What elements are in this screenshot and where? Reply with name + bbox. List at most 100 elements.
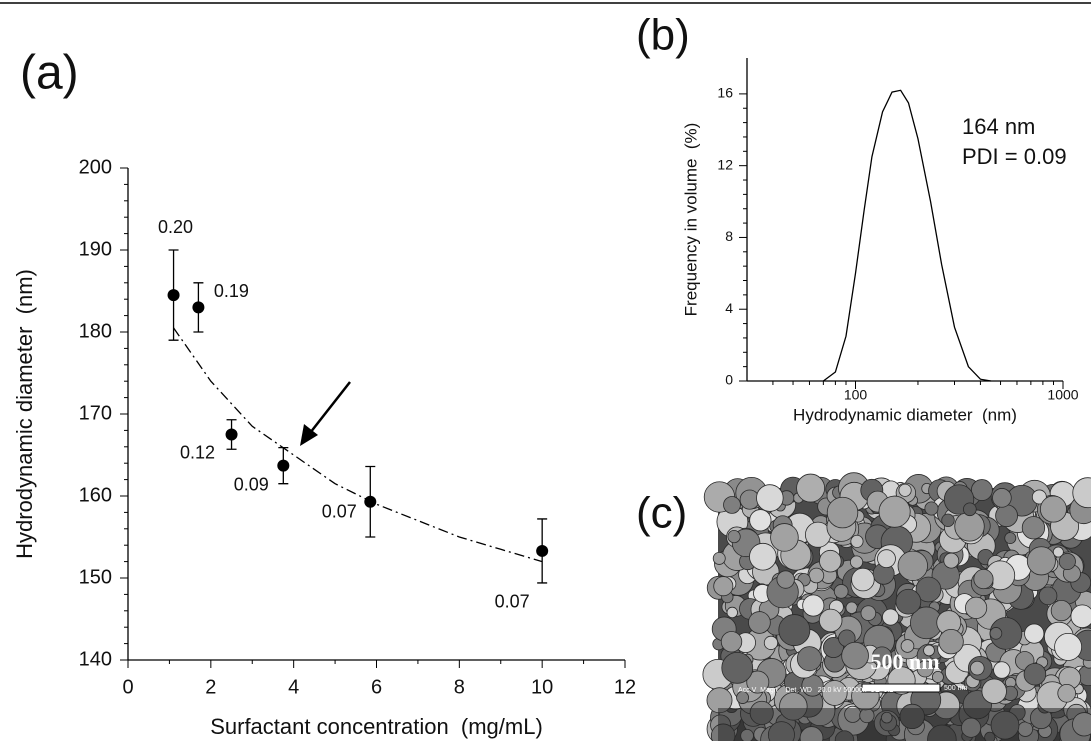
particle (1039, 587, 1057, 605)
annotation: 164 nm (962, 114, 1035, 139)
x-tick-label: 10 (531, 676, 553, 698)
particle (942, 514, 955, 527)
particle (842, 642, 869, 669)
y-tick-label: 200 (79, 156, 112, 178)
particle (851, 535, 863, 547)
particle (777, 571, 794, 588)
data-point (192, 301, 204, 313)
sem-image: 500 nm Acc.V Magn Det WD 20.0 kV 50000x S… (703, 473, 1091, 741)
x-tick-label: 8 (454, 676, 465, 698)
particle (750, 510, 771, 531)
particle (878, 550, 896, 568)
panel-label: (a) (20, 47, 79, 100)
data-point (364, 496, 376, 508)
particle (971, 480, 992, 501)
particle (974, 569, 993, 588)
x-tick-label: 4 (288, 676, 299, 698)
particle (861, 606, 876, 621)
x-tick-label: 100 (844, 387, 868, 403)
y-tick-label: 0 (725, 372, 733, 388)
particle (1055, 633, 1082, 660)
particle (879, 496, 910, 527)
data-point (536, 545, 548, 557)
x-tick-label: 2 (205, 676, 216, 698)
particle (1024, 663, 1046, 685)
sem-bar-caption: 500 nm (944, 685, 968, 692)
particle (764, 636, 777, 649)
x-tick-label: 0 (122, 676, 133, 698)
particle (963, 503, 976, 516)
particle (846, 602, 857, 613)
y-tick-label: 8 (725, 228, 733, 244)
particle (1059, 553, 1075, 569)
x-axis-label: Surfactant concentration (mg/mL) (210, 714, 543, 739)
particle (1022, 517, 1044, 539)
particle (896, 589, 921, 614)
x-tick-label: 1000 (1047, 387, 1078, 403)
particle (852, 568, 875, 591)
particle (819, 550, 841, 572)
y-tick-label: 180 (79, 320, 112, 342)
particle (779, 615, 810, 646)
point-label: 0.19 (214, 281, 249, 301)
particle (994, 662, 1010, 678)
figure: (a) (b) (c) 500 nm Acc.V Magn Det WD 20.0… (0, 0, 1091, 741)
particle (882, 609, 898, 625)
sem-info: Acc.V Magn Det WD 20.0 kV 50000x SE 3.2 (738, 687, 893, 694)
y-axis-label: Frequency in volume (%) (681, 123, 700, 317)
particle (1071, 605, 1091, 628)
fit-curve (174, 328, 543, 562)
arrow (310, 382, 350, 433)
particle (1058, 684, 1076, 702)
particle (819, 609, 842, 632)
data-point (168, 289, 180, 301)
x-tick-label: 6 (371, 676, 382, 698)
particle (1005, 533, 1016, 544)
particle (809, 568, 824, 583)
particle (970, 661, 984, 675)
particle (771, 524, 799, 552)
particle (714, 577, 733, 596)
y-tick-label: 150 (79, 566, 112, 588)
particle (749, 543, 776, 570)
particle (1027, 547, 1055, 575)
y-tick-label: 4 (725, 300, 733, 316)
x-tick-label: 12 (614, 676, 636, 698)
info-strip (718, 708, 1091, 741)
point-label: 0.12 (180, 442, 215, 462)
particle (722, 652, 753, 683)
particle (803, 595, 824, 616)
y-tick-label: 160 (79, 484, 112, 506)
particle (724, 496, 741, 513)
data-point (277, 460, 289, 472)
particle (827, 497, 858, 528)
y-tick-label: 16 (717, 85, 733, 101)
particle (944, 553, 959, 568)
data-point (226, 429, 238, 441)
particle (990, 627, 1002, 639)
particle (850, 556, 862, 568)
particle (1025, 624, 1044, 643)
y-tick-label: 12 (717, 156, 733, 172)
particle (1040, 496, 1066, 522)
particle (899, 484, 911, 496)
panel-label: (c) (636, 489, 687, 538)
point-label: 0.07 (322, 501, 357, 521)
particle (728, 530, 740, 542)
y-tick-label: 190 (79, 238, 112, 260)
particle (757, 485, 784, 512)
y-axis-label: Hydrodynamic diameter (nm) (12, 269, 37, 559)
particle (982, 679, 1007, 704)
particle (965, 597, 986, 618)
particle (727, 607, 738, 618)
point-label: 0.07 (495, 592, 530, 612)
x-axis-label: Hydrodynamic diameter (nm) (793, 405, 1017, 424)
particle (993, 488, 1012, 507)
particle (713, 552, 725, 564)
scale-bar-label: 500 nm (870, 649, 939, 674)
panel-label: (b) (636, 11, 690, 60)
particle (834, 584, 848, 598)
particle (797, 647, 821, 671)
y-tick-label: 140 (79, 648, 112, 670)
annotation: PDI = 0.09 (962, 144, 1067, 169)
